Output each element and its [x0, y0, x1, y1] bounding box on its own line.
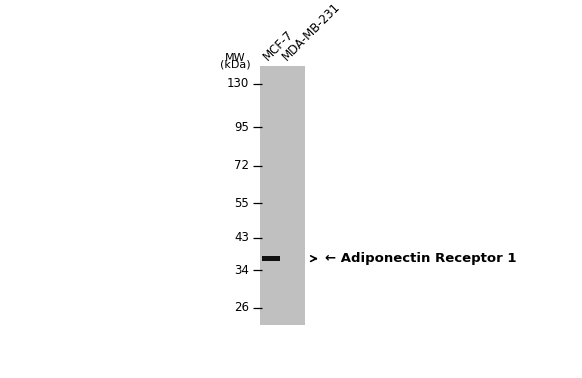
- Text: 34: 34: [234, 264, 249, 277]
- Text: MDA-MB-231: MDA-MB-231: [280, 0, 343, 63]
- Text: 55: 55: [235, 197, 249, 210]
- Text: ← Adiponectin Receptor 1: ← Adiponectin Receptor 1: [325, 252, 517, 265]
- Text: MCF-7: MCF-7: [261, 28, 296, 63]
- Bar: [262, 256, 281, 261]
- Text: 95: 95: [234, 121, 249, 134]
- Text: (kDa): (kDa): [220, 60, 250, 70]
- Text: 43: 43: [234, 231, 249, 244]
- Text: 130: 130: [227, 77, 249, 90]
- Text: 26: 26: [234, 301, 249, 314]
- Bar: [260, 66, 305, 325]
- Text: MW: MW: [225, 53, 246, 63]
- Text: 72: 72: [234, 160, 249, 172]
